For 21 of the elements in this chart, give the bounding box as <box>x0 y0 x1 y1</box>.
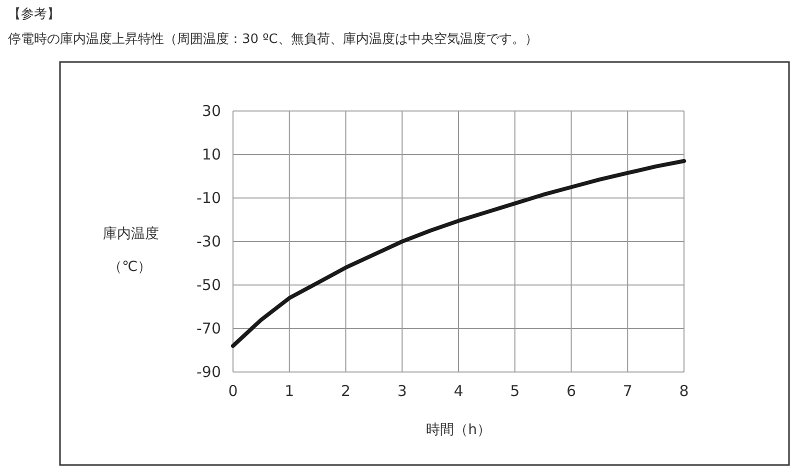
x-tick-label: 5 <box>510 382 520 400</box>
y-tick-label: 30 <box>202 102 221 120</box>
y-tick-label: -30 <box>196 232 221 250</box>
y-tick-label: 10 <box>202 146 221 164</box>
x-tick-label: 2 <box>340 382 351 400</box>
y-tick-label: -90 <box>196 363 221 381</box>
x-tick-label: 3 <box>397 382 407 400</box>
chart-subtitle: 停電時の庫内温度上昇特性（周囲温度：30 ºC、無負荷、庫内温度は中央空気温度です。） <box>8 31 538 47</box>
x-tick-label: 7 <box>622 382 632 400</box>
x-tick-label: 1 <box>284 382 294 400</box>
y-tick-label: -70 <box>196 320 221 338</box>
x-tick-label: 6 <box>566 382 576 400</box>
line-series <box>231 159 686 348</box>
x-tick-label: 0 <box>228 382 238 400</box>
y-tick-label: -10 <box>196 189 221 207</box>
y-tick-label: -50 <box>196 276 221 294</box>
x-tick-label: 4 <box>454 382 464 400</box>
text: 庫内温度（℃） <box>103 226 159 275</box>
text: 【参考】 <box>8 7 60 22</box>
x-axis-title: 時間（h） <box>426 422 491 438</box>
x-tick-label: 8 <box>679 382 689 400</box>
